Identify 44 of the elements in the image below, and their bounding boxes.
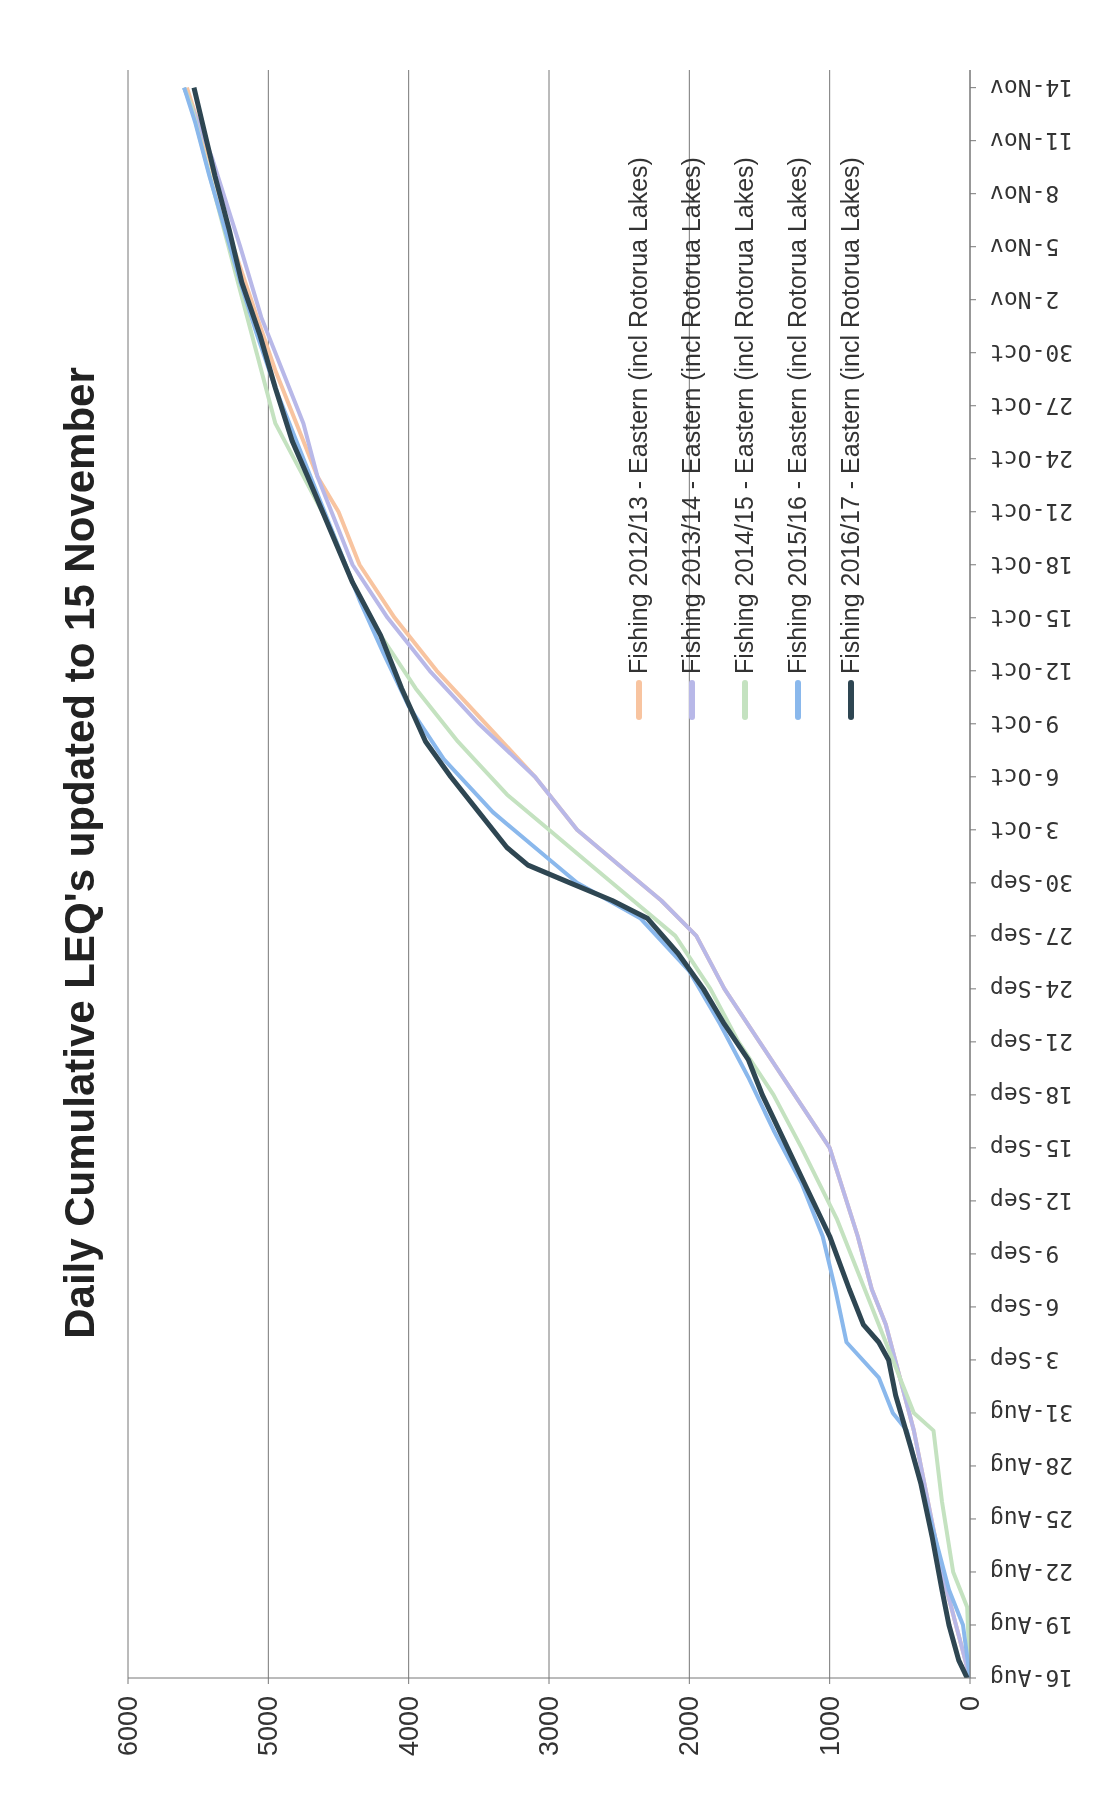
y-tick-label: 21-Oct	[990, 498, 1074, 525]
y-tick-label: 24-Sep	[990, 975, 1074, 1002]
y-tick-label: 12-Sep	[990, 1187, 1074, 1214]
y-tick-label: 25-Aug	[990, 1505, 1074, 1532]
y-tick-label: 6-Sep	[990, 1293, 1060, 1320]
y-tick-label: 8-Nov	[990, 180, 1060, 207]
y-tick-label: 2-Nov	[990, 286, 1060, 313]
x-tick-label: 0	[955, 1696, 985, 1712]
y-tick-label: 15-Oct	[990, 604, 1074, 631]
y-tick-label: 18-Sep	[990, 1081, 1074, 1108]
y-tick-label: 16-Aug	[990, 1665, 1074, 1691]
y-tick-label: 9-Oct	[990, 710, 1060, 737]
y-tick-label: 21-Sep	[990, 1028, 1074, 1055]
y-tick-label: 22-Aug	[990, 1558, 1074, 1585]
x-tick-label: 5000	[253, 1696, 284, 1757]
text: Fishing 2016/17 - Eastern (incl Rotorua Lakes)	[836, 157, 865, 674]
y-tick-label: 3-Oct	[990, 816, 1060, 843]
y-tick-label: 30-Oct	[990, 339, 1074, 366]
text: Daily Cumulative LEQ's updated to 15 November	[55, 366, 104, 1341]
text: Fishing 2012/13 - Eastern (incl Rotorua Lakes)	[624, 157, 653, 674]
y-tick-label: 15-Sep	[990, 1134, 1074, 1161]
text: Fishing 2015/16 - Eastern (incl Rotorua Lakes)	[783, 157, 812, 674]
x-tick-label: 6000	[113, 1696, 143, 1757]
y-tick-label: 9-Sep	[990, 1240, 1060, 1267]
y-tick-label: 27-Sep	[990, 922, 1074, 949]
x-tick-label: 2000	[674, 1696, 705, 1757]
x-tick-label: 1000	[814, 1696, 845, 1757]
y-tick-label: 24-Oct	[990, 445, 1074, 472]
y-tick-label: 14-Nov	[990, 74, 1074, 101]
text: Fishing 2014/15 - Eastern (incl Rotorua Lakes)	[730, 157, 759, 674]
y-tick-label: 27-Oct	[990, 392, 1074, 419]
y-tick-label: 30-Sep	[990, 869, 1074, 896]
x-tick-label: 4000	[393, 1696, 424, 1757]
y-tick-label: 28-Aug	[990, 1452, 1074, 1479]
y-tick-label: 19-Aug	[990, 1611, 1074, 1638]
y-tick-label: 18-Oct	[990, 551, 1074, 578]
y-tick-label: 31-Aug	[990, 1399, 1074, 1426]
y-tick-label: 11-Nov	[990, 127, 1074, 154]
y-tick-label: 12-Oct	[990, 657, 1074, 684]
y-tick-label: 3-Sep	[990, 1346, 1060, 1373]
y-tick-label: 5-Nov	[990, 233, 1060, 260]
text: Fishing 2013/14 - Eastern (incl Rotorua Lakes)	[677, 157, 706, 674]
y-tick-label: 6-Oct	[990, 763, 1060, 790]
x-tick-label: 3000	[534, 1696, 564, 1757]
